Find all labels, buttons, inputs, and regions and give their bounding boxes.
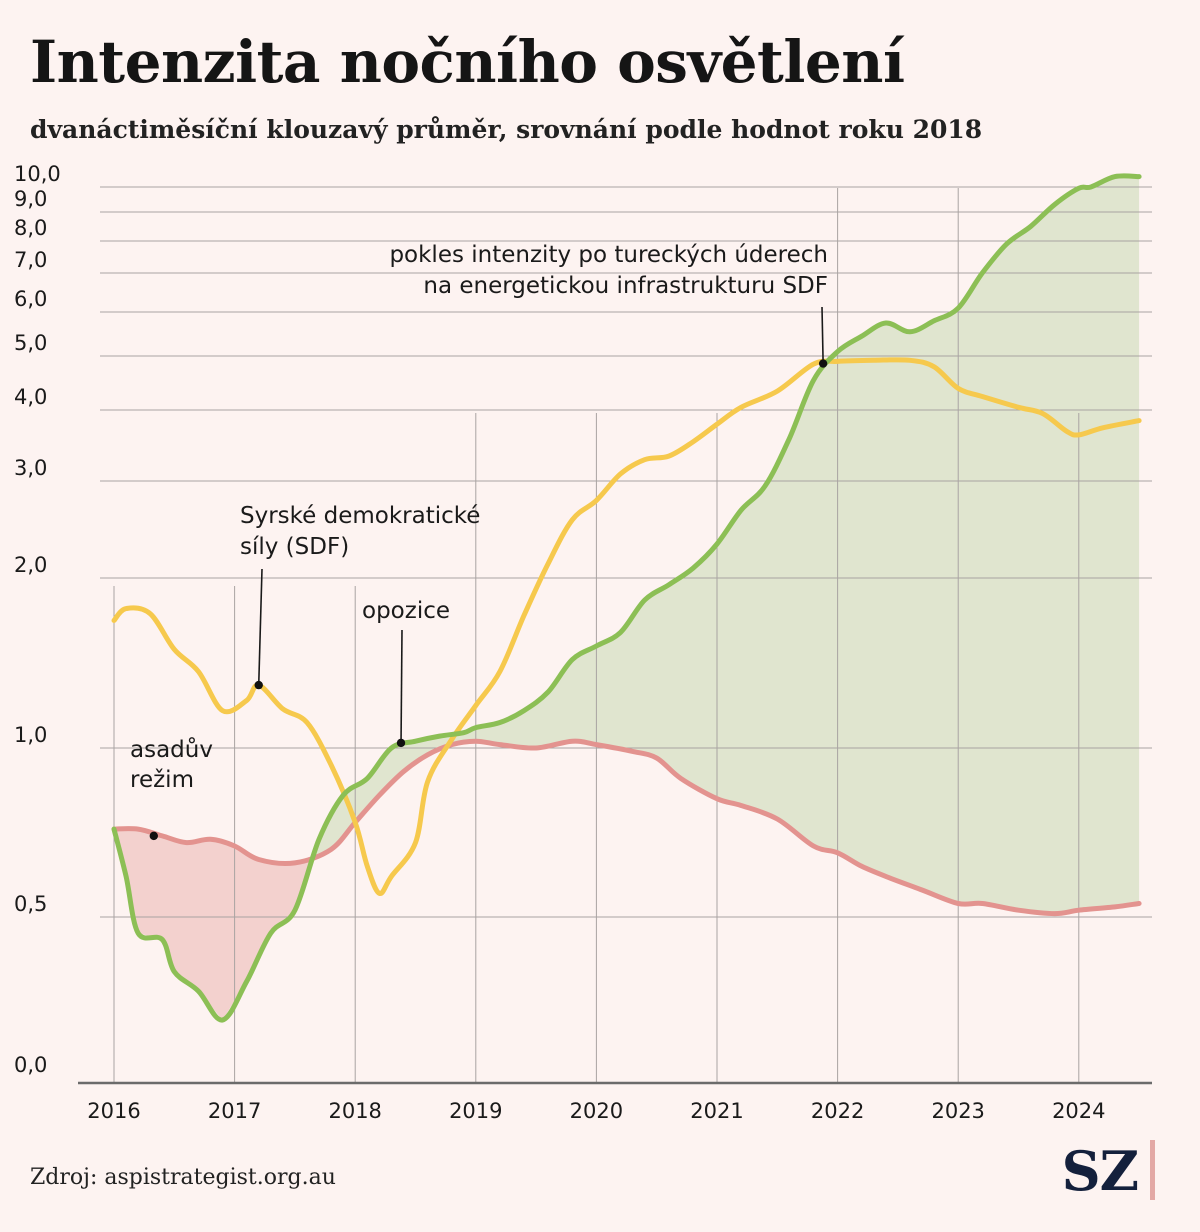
y-tick-label: 10,0 [14, 162, 61, 186]
y-tick-label: 2,0 [14, 553, 47, 577]
y-tick-label: 0,5 [14, 892, 47, 916]
sz-logo: SZ [1061, 1139, 1139, 1203]
source-note: Zdroj: aspistrategist.org.au [30, 1165, 336, 1190]
regime-gain-area [116, 829, 312, 1020]
y-tick-label: 3,0 [14, 456, 47, 480]
regime_label-line: asadův [130, 736, 213, 763]
turk_label-leader [821, 306, 824, 364]
chart-annotations: asadův režim Syrské demokratické síly (SDF)… [130, 242, 828, 841]
opp_label-leader [400, 629, 403, 743]
sdf_label: Syrské demokratické síly (SDF) [240, 503, 480, 560]
sdf_label-line: Syrské demokratické [240, 503, 480, 529]
x-tick-label-2022: 2022 [811, 1099, 864, 1123]
sdf-gain-area [314, 176, 1140, 914]
x-tick-label-2020: 2020 [570, 1099, 623, 1123]
sdf_label-line: síly (SDF) [240, 534, 349, 560]
opp_label: opozice [362, 598, 450, 624]
regime_label-line: režim [130, 767, 194, 793]
turk_label-line: na energetickou infrastrukturu SDF [423, 273, 828, 299]
turk_label-line: pokles intenzity po tureckých úderech [389, 242, 828, 268]
chart-title: Intenzita nočního osvětlení [30, 28, 905, 96]
sdf_label-leader [257, 568, 263, 686]
y-tick-label: 7,0 [14, 248, 47, 272]
opp_label-dot [396, 738, 406, 748]
x-tick-label-2023: 2023 [931, 1099, 984, 1123]
sdf_label-dot [254, 680, 263, 690]
chart-grid: 2016 2017 2018 2019 2020 2021 2022 2023 2024 0,0 0… [14, 162, 1152, 1123]
y-tick-label: 4,0 [14, 385, 47, 409]
series-line-sdf [111, 173, 1142, 1023]
y-tick-label: 6,0 [14, 287, 47, 311]
x-tick-label-2024: 2024 [1052, 1099, 1105, 1123]
chart-subtitle: dvanáctiměsíční klouzavý průměr, srovnán… [30, 115, 983, 144]
logo-accent-bar [1150, 1140, 1155, 1200]
opp_label-line: opozice [362, 598, 450, 624]
y-tick-label: 0,0 [14, 1053, 47, 1077]
turk_label: pokles intenzity po tureckých úderech na … [389, 242, 828, 299]
x-tick-label-2017: 2017 [208, 1099, 261, 1123]
y-tick-label: 9,0 [14, 187, 47, 211]
turk_label-dot [818, 359, 828, 368]
regime_label-dot [149, 831, 158, 841]
x-tick-label-2019: 2019 [449, 1099, 502, 1123]
y-tick-label: 5,0 [14, 331, 47, 355]
y-tick-label: 8,0 [14, 216, 47, 240]
x-tick-label-2021: 2021 [690, 1099, 743, 1123]
x-tick-label-2016: 2016 [87, 1099, 140, 1123]
series-line-regime [111, 738, 1142, 917]
x-tick-label-2018: 2018 [328, 1099, 381, 1123]
regime_label: asadův režim [130, 736, 213, 793]
chart-fills [116, 176, 1140, 1020]
y-tick-label: 1,0 [14, 723, 47, 747]
